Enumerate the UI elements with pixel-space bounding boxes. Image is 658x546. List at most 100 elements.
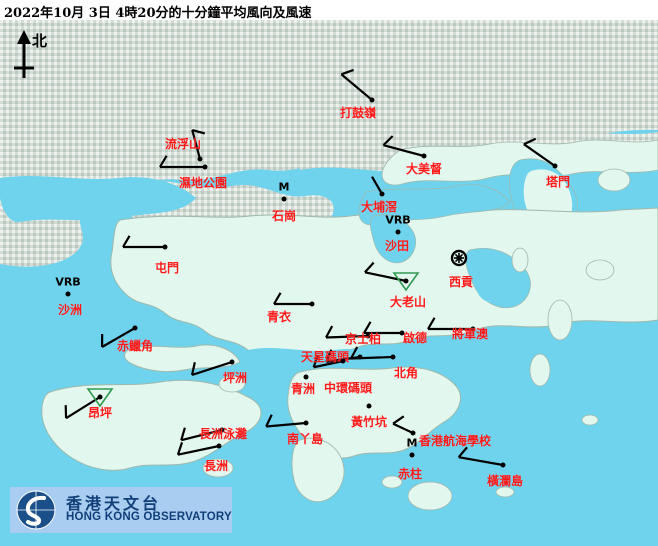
station-label[interactable]: 西貢	[448, 275, 474, 289]
station-label[interactable]: 啟德	[402, 331, 428, 345]
station-label[interactable]: 天星碼頭	[300, 350, 350, 364]
station-dot[interactable]	[390, 354, 396, 360]
wind-barb-feather	[325, 325, 334, 338]
station-dot[interactable]	[303, 420, 309, 426]
station-dot[interactable]	[303, 374, 309, 380]
page-title: 2022年10月 3日 4時20分的十分鐘平均風向及風速	[4, 6, 312, 21]
station-label[interactable]: 北角	[393, 366, 419, 380]
wind-barb-feather	[392, 415, 405, 425]
station-dot[interactable]	[216, 443, 222, 449]
station-label[interactable]: 青洲	[290, 382, 316, 396]
wind-barb-feather	[457, 446, 468, 458]
wind-barb-feather	[122, 235, 131, 248]
wind-barb-feather	[523, 137, 537, 146]
station-label[interactable]: 青衣	[266, 310, 292, 324]
station-label[interactable]: 沙田	[384, 239, 410, 253]
station-label[interactable]: 濕地公園	[178, 176, 228, 190]
station-label[interactable]: 沙洲	[57, 303, 83, 317]
station-label[interactable]: 石崗	[271, 209, 297, 223]
wind-barb-feather	[265, 414, 273, 427]
station-label[interactable]: 打鼓嶺	[339, 106, 377, 120]
station-dot[interactable]	[500, 462, 506, 468]
wind-barb-shaft	[458, 456, 504, 467]
station-label[interactable]: 中環碼頭	[323, 381, 373, 395]
wind-barb-shaft	[371, 176, 383, 195]
hk-wind-map[interactable]: 打鼓嶺 流浮山 濕地公園 M 石崗 大美督 塔門 大埔滘 VRB 沙田 屯門 VRB 沙洲 赤鱲角 青衣 西貢…	[0, 20, 658, 546]
wind-barb-feather	[340, 68, 354, 76]
station-dot[interactable]	[456, 255, 462, 261]
station-label[interactable]: 昂坪	[87, 406, 113, 420]
wind-barb-feather	[159, 155, 168, 168]
station-label[interactable]: 橫瀾島	[486, 474, 524, 488]
wind-barb-feather	[363, 321, 372, 334]
station-dot[interactable]	[340, 358, 346, 364]
north-arrow-icon	[14, 30, 34, 78]
station-dot[interactable]	[403, 278, 409, 284]
station-dot[interactable]	[132, 325, 138, 331]
station-label[interactable]: 赤鱲角	[116, 339, 154, 353]
station-dot[interactable]	[379, 191, 385, 197]
hko-logo: 香港天文台 HONG KONG OBSERVATORY	[10, 487, 232, 533]
station-dot[interactable]	[470, 326, 476, 332]
wind-barb-feather	[176, 442, 184, 456]
station-label[interactable]: 坪洲	[222, 371, 248, 385]
wind-barb-feather	[350, 346, 359, 359]
station-label[interactable]: 長洲泳灘	[198, 427, 248, 441]
station-dot[interactable]	[552, 163, 558, 169]
north-label: 北	[32, 32, 48, 50]
station-dot[interactable]	[309, 301, 315, 307]
station-dot[interactable]	[421, 153, 427, 159]
station-dot[interactable]	[219, 427, 225, 433]
highland-station-marker	[392, 272, 420, 292]
calm-wind-symbol: M	[406, 436, 418, 450]
wind-barb-feather	[325, 349, 333, 363]
wind-barb-shaft	[340, 73, 373, 101]
wind-barb-shaft	[392, 422, 414, 434]
station-label[interactable]: 塔門	[545, 175, 571, 189]
wind-barb-shaft	[65, 396, 101, 420]
variable-wind-symbol: VRB	[55, 275, 81, 289]
wind-barb-feather	[190, 362, 196, 376]
station-dot[interactable]	[281, 196, 287, 202]
station-label[interactable]: 流浮山	[164, 137, 202, 151]
station-label[interactable]: 大埔滘	[360, 200, 398, 214]
station-dot[interactable]	[202, 164, 208, 170]
station-label[interactable]: 屯門	[154, 261, 180, 275]
station-dot[interactable]	[409, 452, 415, 458]
wind-barb-shaft	[177, 444, 220, 456]
station-label[interactable]: 南丫島	[286, 432, 324, 446]
station-label[interactable]: 長洲	[203, 459, 229, 473]
station-dot[interactable]	[369, 97, 375, 103]
station-dot[interactable]	[197, 156, 203, 162]
station-dot[interactable]	[366, 403, 372, 409]
station-label[interactable]: 大美督	[405, 162, 443, 176]
station-dot[interactable]	[395, 229, 401, 235]
station-dot[interactable]	[365, 333, 371, 339]
station-dot[interactable]	[229, 359, 235, 365]
station-dot[interactable]	[399, 330, 405, 336]
wind-barb-shaft	[313, 359, 344, 369]
station-dot[interactable]	[357, 354, 363, 360]
wind-barb-shaft	[383, 144, 425, 158]
station-dot[interactable]	[162, 244, 168, 250]
station-dot[interactable]	[97, 394, 103, 400]
map-geometry	[0, 20, 658, 546]
station-label[interactable]: 大老山	[389, 295, 427, 309]
station-label[interactable]: 香港航海學校	[418, 434, 492, 448]
station-dot[interactable]	[65, 291, 71, 297]
station-label[interactable]: 赤柱	[397, 467, 423, 481]
wind-barb-feather	[427, 317, 436, 330]
circled-calm-symbol	[450, 249, 468, 267]
variable-wind-symbol: VRB	[385, 213, 411, 227]
logo-text-en: HONG KONG OBSERVATORY	[66, 511, 232, 523]
station-label[interactable]: 黃竹坑	[350, 415, 388, 429]
wind-barb-shaft	[191, 360, 233, 377]
station-label[interactable]: 京士柏	[344, 332, 382, 346]
wind-barb-feather	[364, 261, 375, 274]
hko-logo-icon	[16, 490, 56, 530]
wind-barb-feather	[382, 135, 394, 146]
station-dot[interactable]	[410, 430, 416, 436]
wind-barb-shaft	[180, 428, 223, 442]
station-label[interactable]: 將軍澳	[451, 327, 489, 341]
